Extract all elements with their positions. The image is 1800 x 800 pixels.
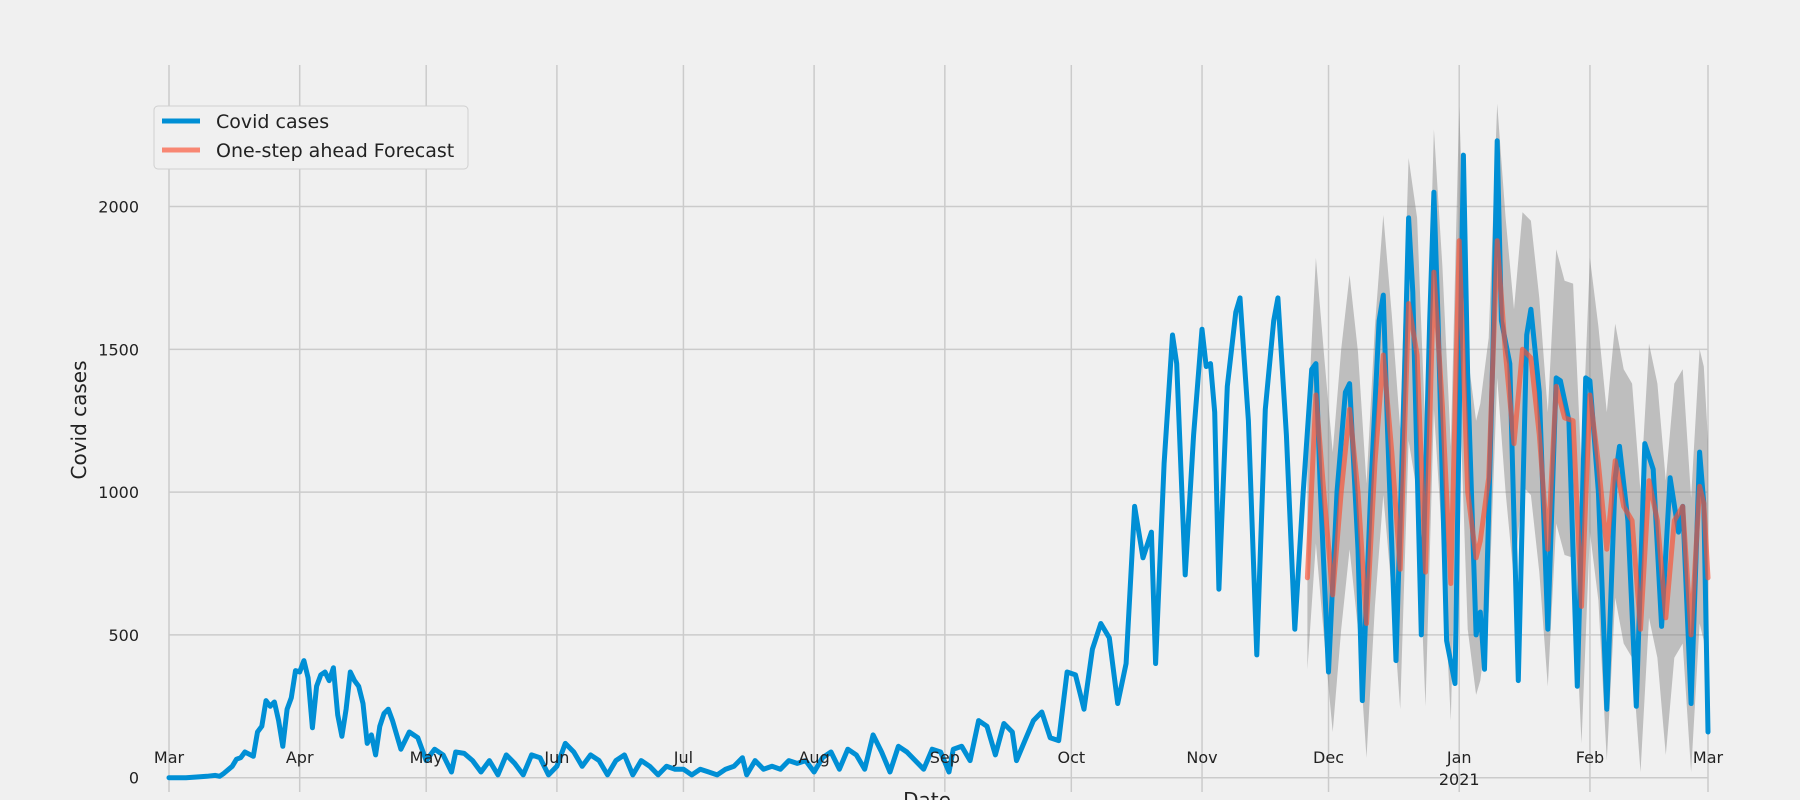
x-tick-sublabel: 2021 (1439, 770, 1480, 789)
series-line-covid-cases (166, 138, 1711, 781)
x-tick-label: Nov (1186, 748, 1217, 767)
x-tick-label: Sep (930, 748, 960, 767)
x-axis-title: Date (903, 788, 951, 800)
legend-box (153, 105, 469, 170)
y-tick-labels: 0 500 1000 1500 2000 (98, 198, 139, 788)
legend-label-forecast: One-step ahead Forecast (216, 140, 454, 162)
x-tick-labels: Mar Apr May Jun Jul Aug Sep Oct Nov Dec Jan 2021 Feb… (154, 748, 1724, 789)
y-tick-label: 1500 (98, 340, 139, 359)
x-tick-label: Jul (673, 748, 693, 767)
x-tick-label: Feb (1576, 748, 1604, 767)
y-tick-label: 0 (129, 769, 139, 788)
x-tick-label: Dec (1313, 748, 1344, 767)
x-tick-label: Jan (1446, 748, 1472, 767)
series-line-forecast (1304, 238, 1711, 638)
x-tick-label: Mar (154, 748, 185, 767)
series-lines (166, 138, 1711, 781)
y-tick-label: 2000 (98, 198, 139, 217)
x-tick-label: Oct (1057, 748, 1085, 767)
y-axis-title: Covid cases (67, 360, 91, 479)
x-tick-label: Jun (543, 748, 569, 767)
y-tick-label: 1000 (98, 483, 139, 502)
confidence-band (1307, 103, 1708, 772)
confidence-band-area (1307, 103, 1708, 772)
x-tick-label: Mar (1693, 748, 1724, 767)
legend: Covid cases One-step ahead Forecast (153, 105, 469, 170)
x-tick-label: Apr (286, 748, 314, 767)
x-tick-label: Aug (798, 748, 829, 767)
x-tick-label: May (410, 748, 443, 767)
y-tick-label: 500 (108, 626, 139, 645)
legend-label-covid-cases: Covid cases (216, 111, 329, 133)
y-gridlines (169, 205, 1708, 779)
